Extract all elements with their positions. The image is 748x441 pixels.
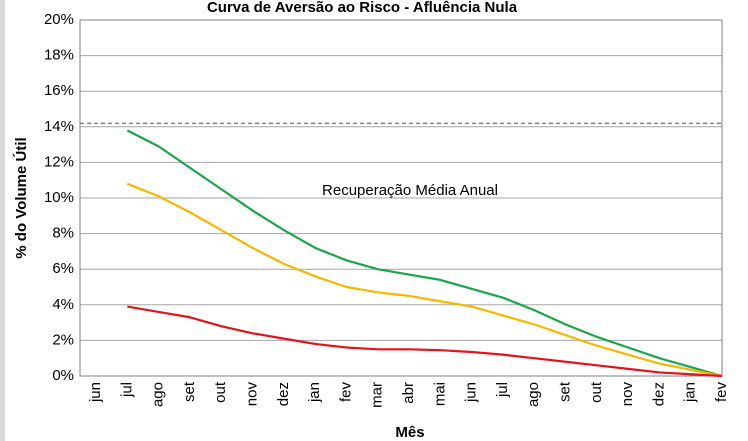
x-tick-label: dez [275, 382, 292, 406]
x-tick-label: fev [337, 382, 354, 403]
series-line [126, 129, 723, 378]
y-tick-label: 8% [52, 225, 74, 242]
y-tick-label: 0% [52, 367, 74, 384]
x-tick-label: out [588, 381, 605, 403]
x-axis-label: Mês [395, 424, 424, 441]
series-line [127, 305, 723, 378]
x-tick-label: jun [87, 382, 104, 403]
x-tick-label: jul [494, 382, 511, 398]
x-tick-label: set [556, 381, 573, 402]
y-tick-label: 2% [52, 331, 74, 348]
series-line [126, 182, 723, 378]
x-tick-label: fev [713, 382, 730, 403]
x-tick-label: mar [369, 382, 386, 408]
x-tick-label: out [212, 381, 229, 403]
plot-border [79, 19, 723, 377]
x-tick-label: nov [243, 382, 260, 407]
x-tick-label: ago [150, 382, 167, 407]
x-tick-label: ago [525, 382, 542, 407]
chart-title: Curva de Aversão ao Risco - Afluência Nu… [207, 0, 518, 16]
x-tick-label: nov [619, 382, 636, 407]
x-tick-label: set [181, 381, 198, 402]
x-tick-label: abr [400, 382, 417, 404]
y-tick-label: 10% [44, 189, 74, 206]
y-tick-label: 14% [44, 118, 74, 135]
y-tick-label: 6% [52, 260, 74, 277]
y-tick-label: 12% [44, 153, 74, 170]
x-tick-label: jun [463, 382, 480, 403]
side-strip [0, 0, 5, 441]
x-tick-label: jan [682, 382, 699, 403]
x-tick-label: mai [431, 382, 448, 406]
y-axis-label: % do Volume Útil [12, 137, 30, 258]
y-tick-label: 4% [52, 296, 74, 313]
x-tick-label: dez [650, 382, 667, 406]
x-tick-label: jan [306, 382, 323, 403]
y-tick-label: 18% [44, 47, 74, 64]
y-tick-label: 16% [44, 82, 74, 99]
y-tick-label: 20% [44, 11, 74, 28]
annotation: Recuperação Média Anual [322, 182, 498, 199]
x-tick-label: jul [118, 382, 135, 398]
